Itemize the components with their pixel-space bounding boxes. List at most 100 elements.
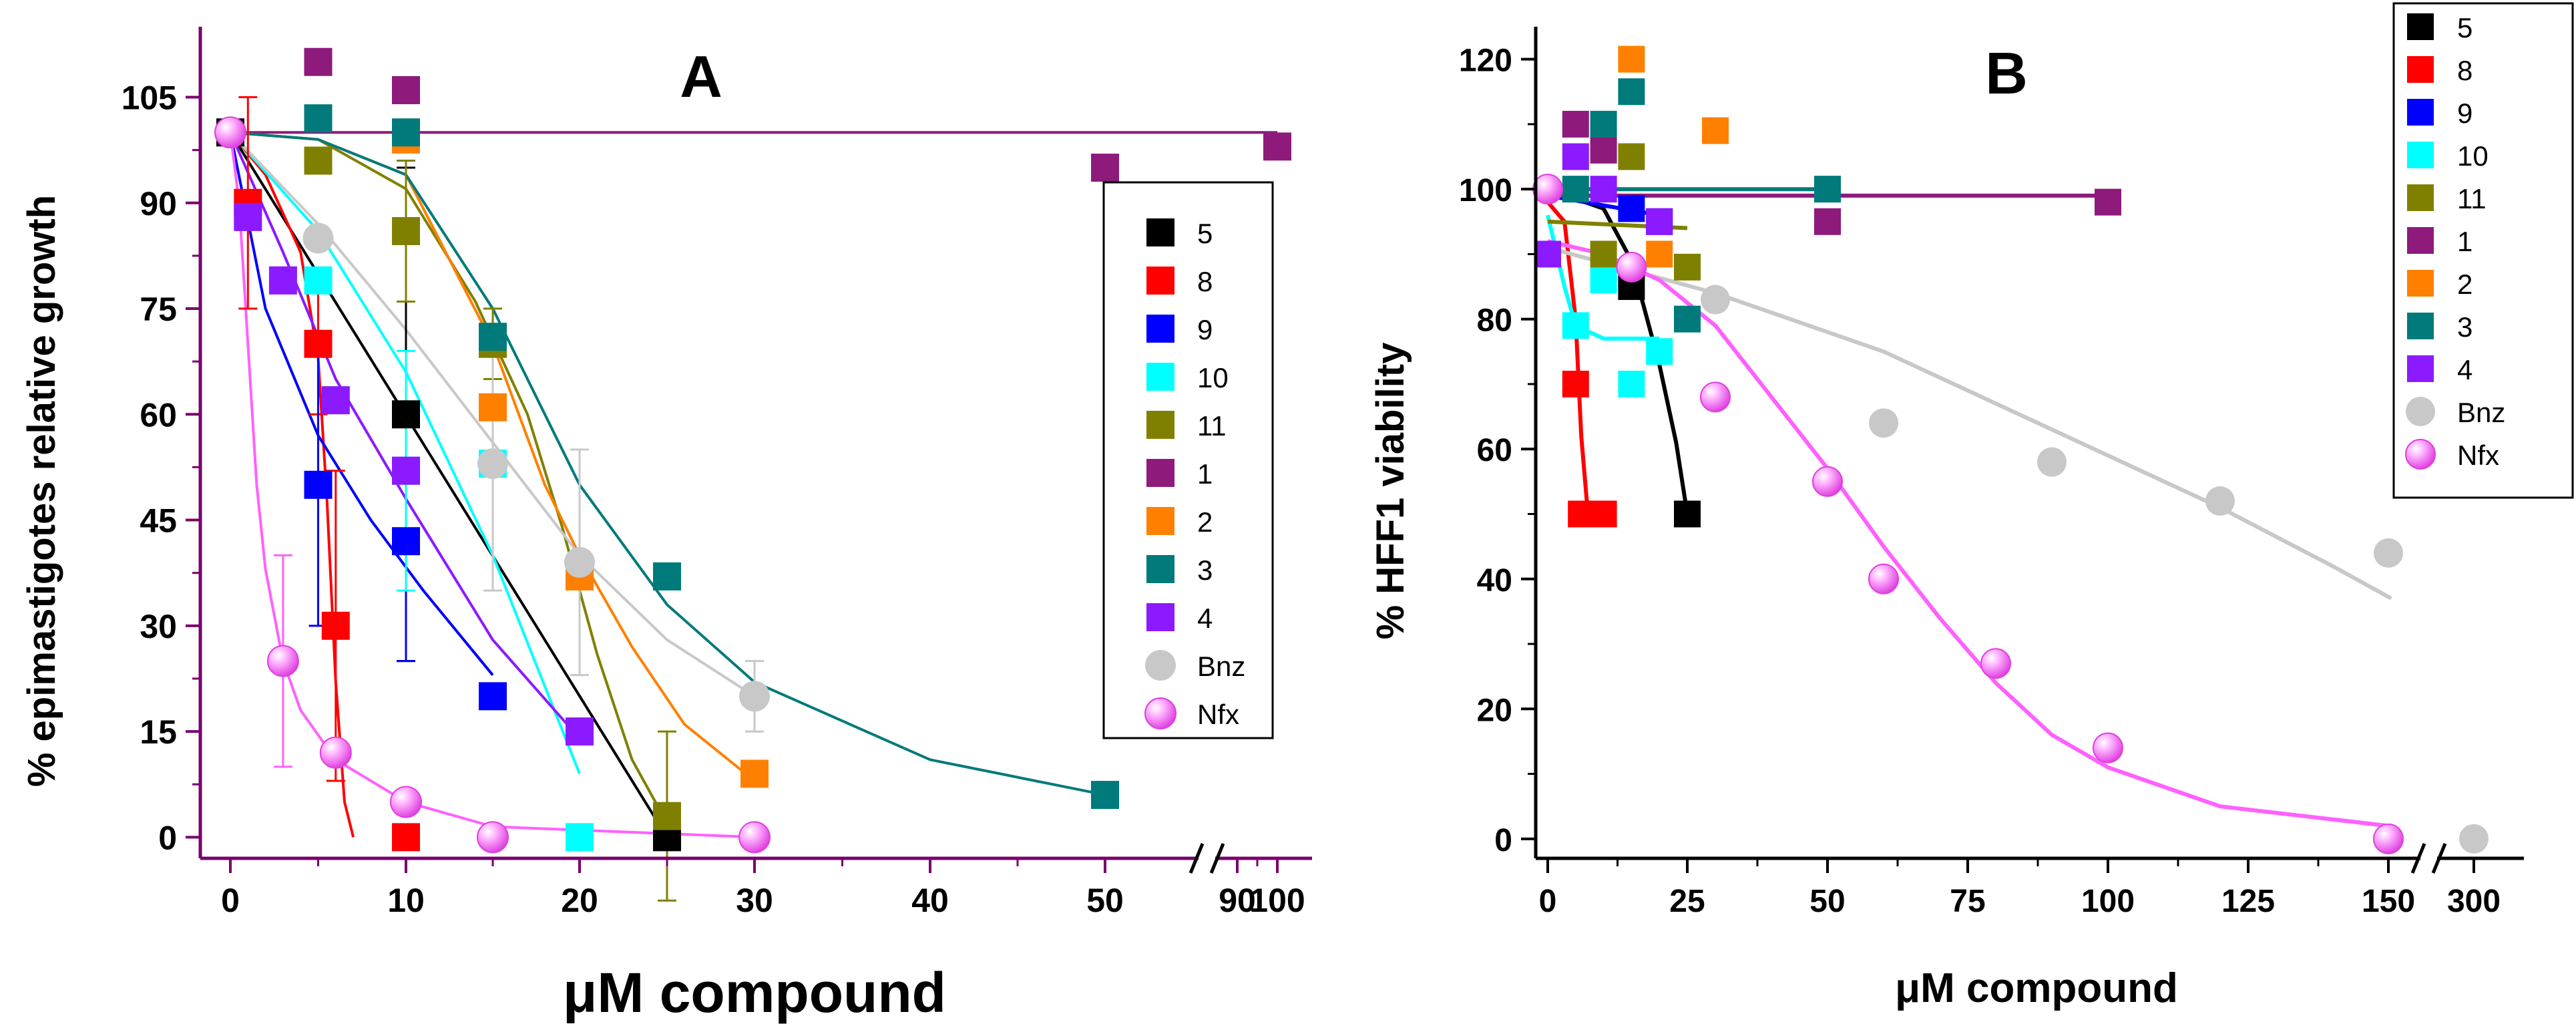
- data-point-series-3: [1091, 781, 1119, 810]
- data-point-series-3: [1562, 176, 1589, 203]
- data-point-series-5: [1674, 500, 1701, 528]
- legend-label-nfx: Nfx: [2457, 440, 2499, 471]
- data-point-series-4: [268, 266, 297, 295]
- data-point-series-1: [1814, 208, 1841, 235]
- data-point-series-1: [304, 47, 333, 76]
- legend-swatch-8: [2407, 56, 2434, 83]
- data-point-series-nfx: [1616, 251, 1647, 283]
- data-point-series-10: [1646, 338, 1673, 365]
- data-point-series-11: [653, 802, 681, 830]
- y-tick-label: 105: [122, 79, 177, 117]
- data-point-series-nfx: [2373, 823, 2404, 854]
- y-tick-label: 15: [140, 713, 177, 751]
- fit-line-series-8: [229, 132, 355, 838]
- data-point-series-1: [1562, 110, 1589, 138]
- data-point-series-1: [392, 75, 420, 104]
- y-tick-label: 20: [1477, 693, 1512, 728]
- legend-swatch-5: [2407, 13, 2434, 40]
- data-point-series-nfx: [1868, 563, 1899, 594]
- y-tick-label: 30: [140, 608, 177, 645]
- data-point-series-3: [1618, 78, 1645, 106]
- data-point-series-11: [304, 146, 333, 175]
- panel-a-error-bars: [238, 96, 764, 902]
- legend-swatch-11: [1146, 411, 1174, 439]
- x-tick-label: 25: [1669, 884, 1705, 919]
- legend-swatch-nfx: [1144, 697, 1176, 729]
- data-point-series-4: [1646, 208, 1673, 235]
- legend-swatch-1: [1146, 459, 1174, 487]
- x-tick-label: 100: [1249, 882, 1305, 919]
- data-point-series-11: [392, 216, 420, 245]
- x-tick-label: 150: [2362, 884, 2415, 919]
- y-tick-label: 45: [140, 502, 177, 540]
- panel-a-x-axis-title: μM compound: [563, 961, 946, 1024]
- legend-swatch-bnz: [1145, 650, 1176, 681]
- data-point-series-bnz: [1701, 285, 1730, 315]
- y-tick-label: 60: [1477, 433, 1512, 468]
- panel-a-label: A: [680, 43, 722, 110]
- data-point-series-3: [653, 562, 681, 590]
- data-point-series-10: [1618, 370, 1645, 397]
- data-point-series-nfx: [2093, 732, 2123, 763]
- data-point-series-10: [1562, 312, 1589, 339]
- fit-line-series-5: [229, 132, 668, 838]
- legend-label-8: 8: [2457, 55, 2473, 86]
- axis-break-mark: [1189, 843, 1205, 874]
- data-point-series-8: [1568, 500, 1595, 528]
- legend-swatch-11: [2407, 184, 2434, 211]
- data-point-series-nfx: [266, 645, 299, 677]
- data-point-series-3: [1590, 110, 1617, 138]
- x-tick-label: 100: [2081, 884, 2135, 919]
- data-point-series-bnz: [1869, 408, 1898, 438]
- data-point-series-9: [1618, 195, 1645, 222]
- legend-label-11: 11: [1197, 410, 1227, 442]
- data-point-series-11: [1674, 253, 1701, 281]
- legend-label-3: 3: [2457, 311, 2473, 343]
- x-tick-label: 300: [2447, 884, 2501, 919]
- legend-swatch-9: [1146, 315, 1174, 343]
- y-tick-label: 0: [1494, 823, 1512, 858]
- y-tick-label: 40: [1477, 563, 1512, 598]
- y-tick-label: 100: [1459, 173, 1512, 208]
- data-point-series-8: [304, 329, 333, 358]
- data-point-series-1: [1091, 154, 1119, 182]
- x-tick-label: 50: [1809, 884, 1845, 919]
- legend-swatch-3: [2407, 313, 2434, 339]
- legend-label-10: 10: [1197, 362, 1229, 393]
- fit-line-series-bnz: [1547, 245, 2392, 600]
- data-point-series-nfx: [738, 821, 771, 854]
- data-point-series-nfx: [1812, 466, 1843, 497]
- fit-line-series-nfx: [1547, 239, 2389, 828]
- legend-label-11: 11: [2457, 183, 2487, 214]
- data-point-series-bnz: [564, 546, 595, 578]
- fit-line-series-11: [230, 131, 668, 824]
- data-point-series-2: [740, 759, 769, 788]
- data-point-series-2: [1646, 240, 1673, 268]
- x-tick-label: 30: [736, 882, 773, 919]
- legend-label-4: 4: [2457, 354, 2473, 385]
- data-point-series-1: [2095, 188, 2121, 216]
- data-point-series-10: [1590, 267, 1617, 294]
- data-point-series-9: [392, 527, 420, 556]
- legend-swatch-2: [2407, 270, 2434, 297]
- data-point-series-8: [392, 823, 420, 852]
- data-point-series-bnz: [302, 222, 334, 254]
- legend-label-1: 1: [1197, 458, 1213, 490]
- data-point-series-4: [1562, 143, 1589, 170]
- data-point-series-10: [304, 266, 333, 295]
- legend-swatch-2: [1146, 507, 1174, 535]
- fit-line-series-3: [230, 131, 1106, 796]
- legend-label-2: 2: [1197, 506, 1213, 538]
- legend-label-2: 2: [2457, 269, 2473, 300]
- panel-a-data-points: [214, 47, 1291, 854]
- fit-line-series-9: [229, 132, 494, 676]
- data-point-series-nfx: [1700, 381, 1731, 413]
- legend-label-nfx: Nfx: [1197, 699, 1239, 730]
- data-point-series-bnz: [2374, 538, 2403, 568]
- data-point-series-4: [234, 202, 262, 231]
